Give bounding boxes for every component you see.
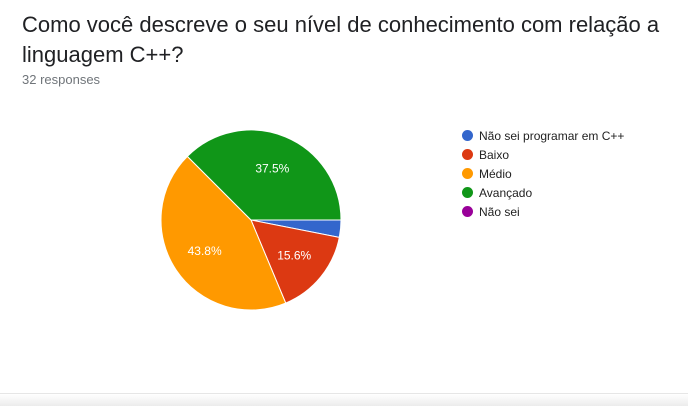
pie-slice-1 [250,219,340,304]
response-count: 32 responses [22,72,101,87]
legend-item-4: Não sei [462,202,624,221]
pie-slice-label-1: 15.6% [277,248,311,262]
legend-item-1: Baixo [462,145,624,164]
legend-swatch [462,187,473,198]
bottom-edge [0,393,688,406]
legend-label: Não sei [479,204,520,219]
legend-item-3: Avançado [462,183,624,202]
legend-item-0: Não sei programar em C++ [462,126,624,145]
pie-slice-label-3: 37.5% [255,161,289,175]
legend-label: Não sei programar em C++ [479,128,625,143]
legend-swatch [462,130,473,141]
legend-swatch [462,149,473,160]
pie-slice-3 [186,129,342,221]
legend-swatch [462,206,473,217]
chart-legend: Não sei programar em C++ Baixo Médio Avança… [462,126,624,221]
legend-label: Médio [479,166,512,181]
pie-slice-label-2: 43.8% [188,244,222,258]
legend-item-2: Médio [462,164,624,183]
pie-slice-2 [160,155,287,311]
legend-label: Baixo [479,147,510,162]
legend-swatch [462,168,473,179]
question-title: Como você descreve o seu nível de conhec… [22,12,660,67]
legend-label: Avançado [479,185,533,200]
